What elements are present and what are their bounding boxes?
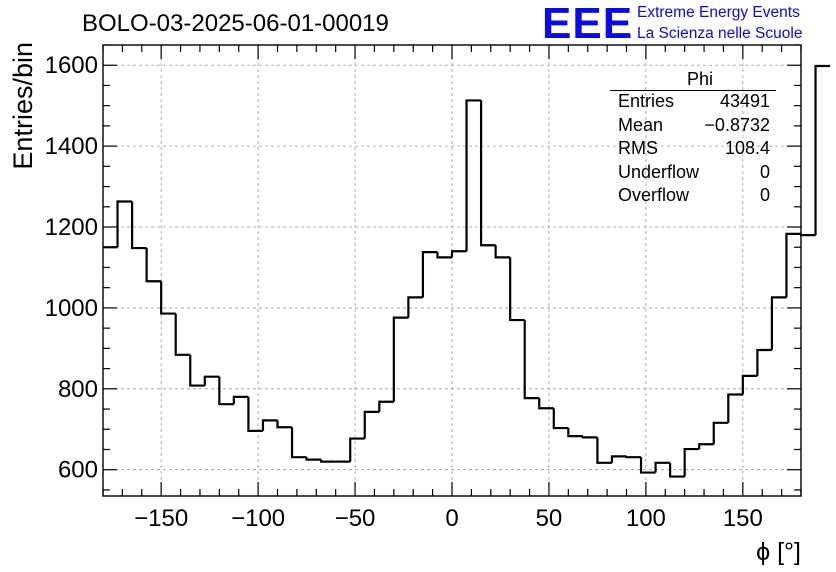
x-tick-label: 150 bbox=[723, 505, 763, 532]
histogram-bin bbox=[741, 374, 758, 395]
stats-title: Phi bbox=[686, 69, 713, 89]
x-tick-label: −150 bbox=[134, 505, 188, 532]
stats-label: Underflow bbox=[618, 161, 700, 182]
y-tick-label: 800 bbox=[58, 376, 98, 403]
x-tick-label: −100 bbox=[231, 505, 285, 532]
chart-title: BOLO-03-2025-06-01-00019 bbox=[82, 10, 389, 37]
x-tick-label: −50 bbox=[335, 505, 376, 532]
y-axis-title: Entries/bin bbox=[8, 42, 38, 170]
stats-value: 0 bbox=[759, 185, 770, 205]
eee-logo-mark: EEE bbox=[542, 0, 634, 48]
histogram-bin bbox=[756, 348, 772, 376]
histogram-bin bbox=[116, 200, 133, 248]
histogram-bin bbox=[305, 457, 322, 461]
histogram-bin bbox=[509, 257, 525, 322]
stats-row-rms: RMS 108.4 bbox=[612, 137, 780, 161]
x-tick-label: 0 bbox=[445, 505, 458, 532]
histogram-bin bbox=[436, 252, 452, 259]
histogram-bin bbox=[610, 455, 627, 463]
histogram-bin bbox=[639, 457, 656, 474]
stats-label: Mean bbox=[618, 114, 664, 135]
histogram-bin bbox=[203, 375, 220, 386]
histogram-bin bbox=[669, 462, 685, 478]
logo-line-1: Extreme Energy Events bbox=[637, 4, 800, 21]
histogram-bin bbox=[450, 250, 467, 258]
stats-label: Entries bbox=[618, 91, 675, 111]
histogram-bin bbox=[785, 232, 801, 298]
stats-label: RMS bbox=[618, 138, 658, 158]
y-tick-label: 1600 bbox=[45, 52, 98, 79]
x-tick-label: 50 bbox=[536, 505, 563, 532]
histogram-bin bbox=[799, 233, 816, 237]
histogram-bin bbox=[218, 376, 234, 406]
histogram-bin bbox=[247, 396, 263, 432]
histogram-bin bbox=[654, 461, 671, 473]
histogram-bin bbox=[160, 281, 176, 315]
histogram-bin bbox=[261, 419, 278, 431]
histogram-bin bbox=[581, 436, 598, 439]
y-tick-label: 1400 bbox=[45, 133, 98, 160]
histogram-bin bbox=[363, 410, 380, 439]
histogram-bin bbox=[276, 420, 293, 429]
histogram-bin bbox=[596, 437, 612, 464]
histogram-bin bbox=[407, 296, 423, 318]
stats-value: 0 bbox=[759, 161, 770, 182]
stats-label: Overflow bbox=[618, 185, 690, 205]
axes bbox=[102, 44, 802, 497]
histogram-bin bbox=[189, 354, 205, 387]
histogram-bin bbox=[479, 100, 496, 247]
histogram-bin bbox=[421, 250, 438, 298]
stats-row-entries: Entries 43491 bbox=[612, 90, 780, 114]
histogram bbox=[103, 64, 831, 478]
histogram-bin bbox=[770, 296, 787, 350]
y-tick-label: 600 bbox=[58, 457, 98, 484]
stats-divider bbox=[610, 90, 776, 91]
histogram-bin bbox=[130, 201, 147, 250]
histogram-bin bbox=[232, 395, 249, 405]
histogram-bin bbox=[727, 393, 743, 423]
histogram-bin bbox=[538, 398, 554, 410]
x-tick-label: 100 bbox=[626, 505, 666, 532]
stats-value: 108.4 bbox=[724, 138, 770, 158]
histogram-bin bbox=[465, 99, 482, 252]
stats-box: Phi Entries 43491 Mean −0.8732 RMS 108.4… bbox=[610, 68, 780, 208]
stats-row-underflow: Underflow 0 bbox=[612, 161, 780, 185]
histogram-bin bbox=[145, 248, 162, 283]
histogram-bin bbox=[683, 447, 700, 477]
histogram-bin bbox=[349, 437, 365, 462]
stats-value: −0.8732 bbox=[704, 114, 770, 135]
histogram-bin bbox=[174, 313, 191, 356]
stats-row-mean: Mean −0.8732 bbox=[612, 114, 780, 138]
y-tick-label: 1000 bbox=[45, 295, 98, 322]
histogram-bin bbox=[712, 421, 729, 445]
histogram-bin bbox=[698, 443, 714, 450]
histogram-bin bbox=[290, 427, 307, 459]
histogram-bin bbox=[814, 64, 831, 236]
histogram-bin bbox=[625, 456, 642, 459]
histogram-bin bbox=[392, 316, 409, 402]
stats-value: 43491 bbox=[719, 91, 770, 111]
histogram-bin bbox=[494, 245, 511, 259]
logo-line-2: La Scienza nelle Scuole bbox=[637, 25, 803, 42]
x-axis-title: ϕ [°] bbox=[756, 538, 801, 566]
histogram-bin bbox=[320, 459, 336, 463]
histogram-bin bbox=[567, 428, 583, 438]
tick-labels: −150 −100 −50 0 50 100 150 600 800 1000 1200 1400 16… bbox=[8, 42, 801, 566]
histogram-bin bbox=[552, 408, 569, 430]
stats-row-overflow: Overflow 0 bbox=[612, 184, 780, 208]
histogram-bin bbox=[378, 400, 394, 412]
y-tick-label: 1200 bbox=[45, 214, 98, 241]
histogram-bin bbox=[523, 320, 540, 400]
